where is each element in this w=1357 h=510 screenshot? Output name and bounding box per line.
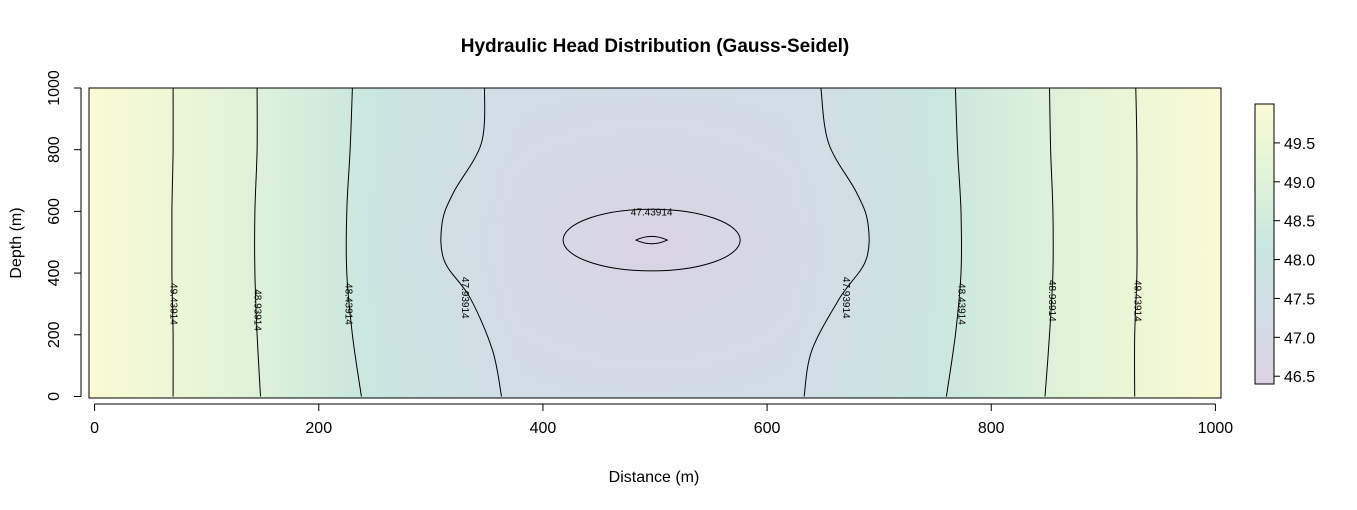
x-tick-label-0: 0 — [90, 420, 99, 437]
head-field-low-center — [350, 88, 950, 398]
contour-label-4: 47.93914 — [840, 277, 851, 319]
contour-line-7 — [1134, 88, 1138, 397]
y-tick-label-5: 1000 — [46, 70, 63, 106]
colorbar-tick-label-0: 46.5 — [1284, 369, 1315, 386]
x-tick-label-4: 800 — [978, 420, 1005, 437]
colorbar-ticks: 46.5 47.0 47.5 48.0 48.5 49.0 49.5 — [1274, 136, 1315, 386]
contour-line-0 — [171, 88, 174, 397]
plot-frame — [88, 87, 1222, 399]
chart-title: Hydraulic Head Distribution (Gauss-Seide… — [461, 36, 850, 57]
contour-label-6: 48.93914 — [1046, 280, 1057, 322]
contour-label-2: 48.43914 — [342, 283, 353, 325]
x-tick-label-5: 1000 — [1198, 420, 1234, 437]
colorbar-tick-label-1: 47.0 — [1284, 330, 1315, 347]
x-tick-label-2: 400 — [530, 420, 557, 437]
contour-line-5 — [945, 88, 963, 397]
contour-line-1 — [254, 88, 261, 397]
colorbar-tick-label-4: 48.5 — [1284, 214, 1315, 231]
contour-label-5: 48.43914 — [955, 283, 966, 325]
x-tick-label-1: 200 — [305, 420, 332, 437]
contour-ellipse-1 — [634, 235, 669, 245]
contour-lines — [171, 88, 1138, 397]
y-tick-label-3: 600 — [46, 198, 63, 225]
contour-ellipse-label-0: 47.43914 — [631, 207, 673, 218]
colorbar-tick-label-6: 49.5 — [1284, 136, 1315, 153]
contour-labels: 49.43914 48.93914 48.43914 47.93914 47.93914… — [167, 207, 1142, 331]
plot-area: 49.43914 48.93914 48.43914 47.93914 47.93914… — [88, 87, 1222, 399]
y-tick-label-4: 800 — [46, 136, 63, 163]
contour-label-7: 49.43914 — [1131, 280, 1142, 322]
y-tick-label-1: 200 — [46, 321, 63, 348]
contour-ellipse-0 — [562, 208, 741, 272]
contour-line-2 — [345, 88, 362, 397]
colorbar-tick-label-5: 49.0 — [1284, 175, 1315, 192]
x-tick-label-3: 600 — [754, 420, 781, 437]
colorbar-tick-label-2: 47.5 — [1284, 291, 1315, 308]
contour-line-6 — [1044, 88, 1054, 397]
y-axis: 0 200 400 600 800 1000 — [46, 70, 82, 401]
y-tick-label-2: 400 — [46, 260, 63, 287]
contour-label-0: 49.43914 — [167, 283, 178, 325]
contour-label-3: 47.93914 — [459, 277, 470, 319]
y-axis-label: Depth (m) — [8, 207, 25, 278]
colorbar-tick-label-3: 48.0 — [1284, 253, 1315, 270]
y-tick-label-0: 0 — [46, 392, 63, 401]
x-axis: 0 200 400 600 800 1000 — [90, 403, 1234, 437]
contour-label-1: 48.93914 — [251, 289, 262, 331]
contour-line-4 — [803, 88, 870, 397]
x-axis-label: Distance (m) — [609, 469, 700, 486]
colorbar: 46.5 47.0 47.5 48.0 48.5 49.0 49.5 — [1254, 103, 1315, 386]
contour-line-3 — [440, 88, 502, 397]
colorbar-scale — [1254, 103, 1275, 385]
